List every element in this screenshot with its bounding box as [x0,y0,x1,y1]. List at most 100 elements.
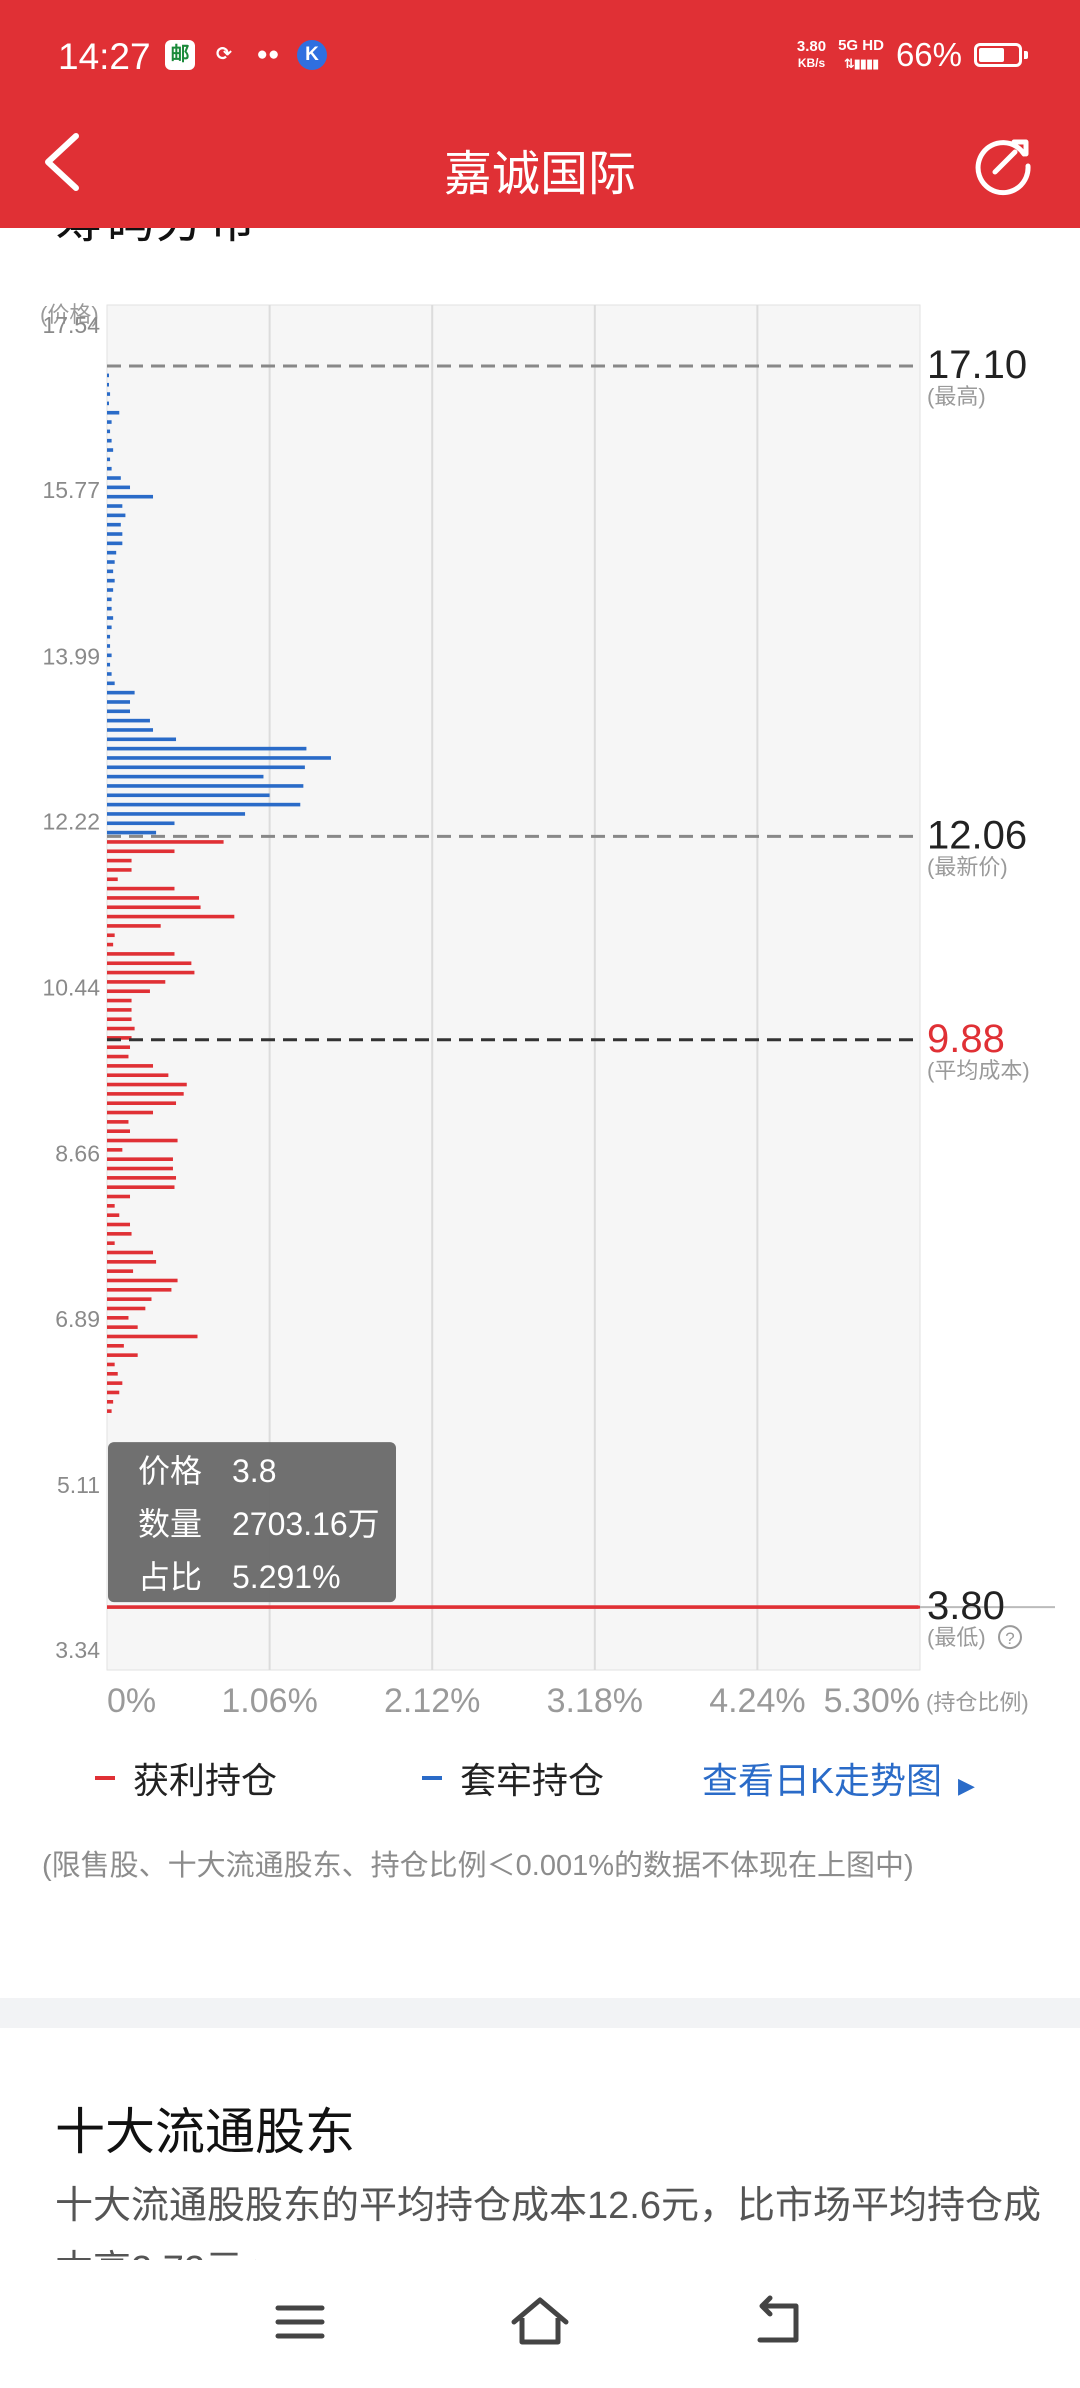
x-tick-label: 4.24% [709,1682,805,1720]
y-tick-label: 15.77 [42,477,100,503]
trapped-bar [107,438,112,443]
menu-button[interactable] [260,2282,340,2362]
battery-percent: 66% [895,36,962,73]
profit-bar [107,1036,132,1040]
legend-profit-label: 获利持仓 [133,1760,278,1801]
profit-bar [107,933,115,938]
profit-bar [107,914,235,919]
trapped-bar [107,802,301,807]
top-header: 14:27 邮 ⟳ ●● K 3.80 KB/s 5G HD ⇅▮▮▮▮ 66%… [0,0,1080,228]
trapped-bar [107,812,246,816]
profit-bar [107,1325,138,1329]
profit-bar [107,1129,131,1133]
trapped-bar [107,737,177,742]
profit-bar [107,1194,131,1199]
home-button[interactable] [500,2282,580,2362]
trapped-bar [107,746,307,751]
profit-bar [107,1185,175,1189]
top-holders-title: 十大流通股东 [55,2104,355,2160]
x-tick-label: 1.06% [221,1682,317,1720]
profit-bar [107,1064,154,1068]
profit-bar [107,1250,154,1255]
trapped-bar [107,793,270,798]
trapped-bar [107,373,109,378]
section-divider [0,1998,1080,2028]
chip-distribution-chart[interactable]: 0% 1.06% 2.12% 3.18% 4.24% 5.30% (持仓比例) (价格) 17.… [0,290,1080,1730]
x-tick-label: 5.30% [824,1682,920,1720]
profit-bar [107,1241,115,1245]
trapped-bar [107,588,114,592]
profit-bar [107,1278,178,1283]
x-tick-label: 2.12% [384,1682,480,1720]
y-axis-label: (价格) [40,302,99,327]
reference-sublabel: (最高) [927,384,986,409]
trapped-bar [107,532,123,536]
profit-bar [107,1120,129,1124]
trapped-bar [107,466,112,471]
profit-bar [107,1316,129,1320]
profit-bar [107,1334,198,1339]
profit-bar [107,1017,132,1022]
profit-bar [107,980,166,984]
profit-bar [107,1148,123,1152]
k-app-icon: K [297,40,327,70]
profit-bar [107,1353,138,1357]
x-tick-label: 0% [107,1682,156,1720]
top-holders-description[interactable]: 十大流通股股东的平均持仓成本12.6元，比市场平均持仓成本高2.72元 > [55,2185,1041,2260]
swirl-app-icon: ⟳ [216,44,232,65]
profit-bar [107,840,224,844]
profit-bar [107,877,118,882]
tooltip-value: 3.8 [232,1453,276,1489]
trapped-bar [107,616,114,620]
y-tick-label: 8.66 [55,1141,100,1167]
profit-bar [107,1176,177,1180]
trapped-bar [107,569,114,574]
y-tick-label: 3.34 [55,1637,100,1663]
trapped-bar [107,606,112,611]
trapped-bar [107,560,115,564]
profit-bar [107,1269,134,1273]
trapped-bar [107,728,154,732]
trapped-bar [107,382,109,387]
profit-bar [107,1390,120,1395]
profit-bar [107,1409,112,1413]
trapped-bar [107,718,150,723]
tooltip-label: 数量 [138,1506,202,1542]
profit-bar [107,1008,132,1012]
y-tick-label: 12.22 [42,808,100,834]
profit-bar [107,1073,169,1078]
tooltip-value: 5.291% [232,1559,341,1595]
x-tick-label: 3.18% [547,1682,643,1720]
refresh-button[interactable] [968,128,1038,198]
trapped-bar [107,662,111,667]
profit-bar [107,989,150,994]
status-time: 14:27 [58,36,151,77]
view-daily-kline-link[interactable]: 查看日K走势图 ▶ [702,1752,975,1804]
tooltip-value: 2703.16万 [232,1506,380,1542]
home-icon [511,2297,569,2345]
battery-icon [974,43,1028,67]
profit-bar [107,952,175,956]
trapped-bar [107,578,115,583]
profit-bar [107,849,175,854]
trapped-bar [107,634,111,639]
return-button[interactable] [740,2282,820,2362]
profit-bar [107,1344,124,1348]
profit-bar [107,1101,177,1106]
profit-bar [107,1092,184,1096]
profit-bar [107,1297,152,1301]
postal-app-icon: 邮 [165,40,195,70]
trapped-bar [107,756,331,760]
y-tick-label: 6.89 [55,1306,100,1332]
menu-icon [275,2305,325,2339]
trapped-legend-marker [422,1776,442,1780]
trapped-bar [107,774,264,779]
trapped-bar [107,709,131,714]
back-button[interactable] [34,122,94,202]
profit-bar [107,1372,118,1376]
legend-trapped-label: 套牢持仓 [460,1760,605,1801]
profit-bar [107,1110,154,1115]
trapped-bar [107,420,112,424]
profit-bar [107,1399,114,1404]
network-speed-unit: KB/s [797,56,826,70]
